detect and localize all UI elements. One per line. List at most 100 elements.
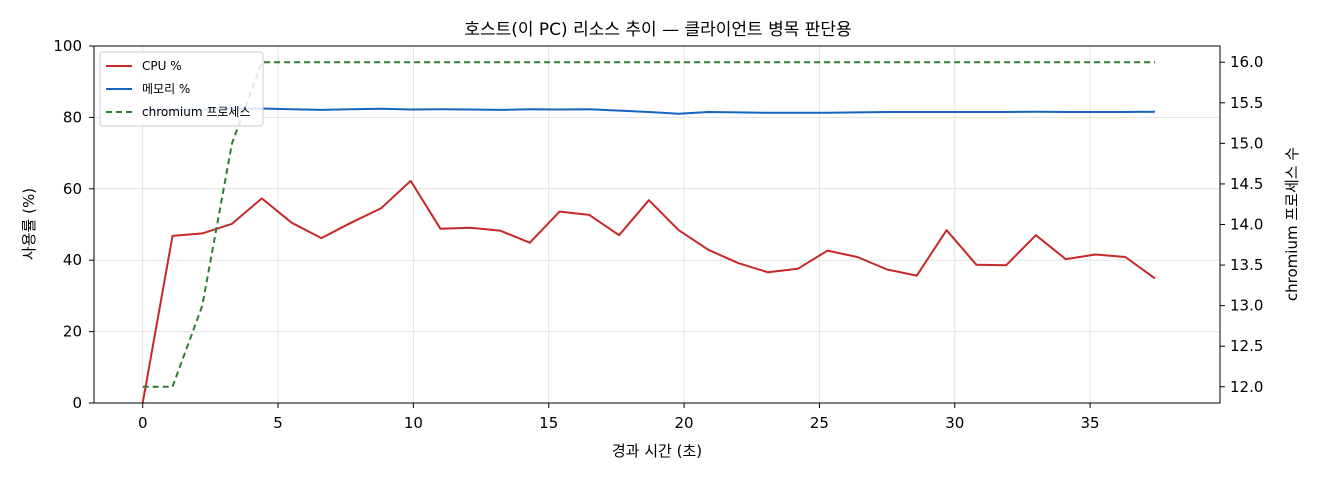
data-point (946, 61, 948, 63)
data-point (618, 110, 620, 112)
x-tick-label: 25 (810, 414, 829, 432)
y2-tick-label: 12.0 (1230, 378, 1263, 396)
data-point (291, 61, 293, 63)
data-point (1035, 111, 1037, 113)
y-axis-label: 사용률 (%) (20, 188, 38, 260)
x-tick-label: 0 (138, 414, 148, 432)
data-point (142, 386, 144, 388)
y2-tick-label: 16.0 (1230, 53, 1263, 71)
data-point (291, 108, 293, 110)
data-point (1124, 61, 1126, 63)
data-point (499, 109, 501, 111)
legend-item-label: CPU % (142, 59, 182, 73)
x-tick-label: 30 (945, 414, 964, 432)
data-point (559, 61, 561, 63)
data-point (469, 109, 471, 111)
data-point (469, 227, 471, 229)
x-tick-label: 35 (1081, 414, 1100, 432)
data-point (201, 233, 203, 235)
data-point (648, 111, 650, 113)
data-point (916, 111, 918, 113)
y-axis-left: 0 20 40 60 80 100 (53, 37, 94, 412)
data-point (1095, 111, 1097, 113)
y2-tick-label: 13.0 (1230, 297, 1263, 315)
data-point (648, 199, 650, 201)
data-point (737, 61, 739, 63)
data-point (1065, 61, 1067, 63)
data-point (1035, 234, 1037, 236)
y2-tick-label: 15.0 (1230, 134, 1263, 152)
data-point (678, 113, 680, 115)
data-point (797, 268, 799, 270)
data-point (350, 61, 352, 63)
data-point (797, 112, 799, 114)
y-tick-label: 20 (63, 323, 82, 341)
data-point (1005, 264, 1007, 266)
x-tick-label: 15 (539, 414, 558, 432)
legend: CPU % 메모리 % chromium 프로세스 (99, 51, 264, 127)
y-axis-right: 12.0 12.5 13.0 13.5 14.0 14.5 15.0 15.5 16.0 (1220, 53, 1263, 396)
data-point (321, 109, 323, 111)
data-point (856, 256, 858, 258)
y2-tick-label: 14.0 (1230, 216, 1263, 234)
data-point (499, 61, 501, 63)
data-point (261, 198, 263, 200)
data-point (1035, 61, 1037, 63)
data-point (380, 61, 382, 63)
x-axis: 0 5 10 15 20 25 30 35 (138, 403, 1100, 432)
chart-title: 호스트(이 PC) 리소스 추이 — 클라이언트 병목 판단용 (464, 20, 851, 40)
data-point (380, 108, 382, 110)
data-point (321, 237, 323, 239)
data-point (589, 214, 591, 216)
data-point (1095, 61, 1097, 63)
data-point (589, 108, 591, 110)
y2-axis-label: chromium 프로세스 수 (1283, 147, 1301, 301)
data-point (1154, 111, 1156, 113)
y-tick-label: 100 (53, 37, 82, 55)
data-point (469, 61, 471, 63)
data-point (1065, 258, 1067, 260)
data-point (350, 222, 352, 224)
data-point (1124, 256, 1126, 258)
y-tick-label: 0 (72, 394, 82, 412)
y-tick-label: 40 (63, 251, 82, 269)
data-point (321, 61, 323, 63)
data-point (767, 61, 769, 63)
data-point (827, 112, 829, 114)
data-point (499, 230, 501, 232)
data-point (827, 61, 829, 63)
data-point (1124, 111, 1126, 113)
data-point (559, 211, 561, 213)
data-point (291, 222, 293, 224)
data-point (827, 250, 829, 252)
series-lines (141, 61, 1156, 404)
data-point (410, 180, 412, 182)
data-point (231, 223, 233, 225)
data-point (856, 112, 858, 114)
data-point (976, 111, 978, 113)
x-tick-label: 20 (675, 414, 694, 432)
data-point (440, 61, 442, 63)
data-point (529, 242, 531, 244)
data-point (440, 228, 442, 230)
data-point (767, 272, 769, 274)
data-point (886, 61, 888, 63)
y2-tick-label: 14.5 (1230, 175, 1263, 193)
data-point (856, 61, 858, 63)
series-line-2 (142, 61, 1155, 388)
data-point (350, 108, 352, 110)
data-point (946, 111, 948, 113)
data-point (1154, 278, 1156, 280)
data-point (1095, 254, 1097, 256)
x-tick-label: 5 (273, 414, 283, 432)
data-point (737, 112, 739, 114)
data-point (976, 61, 978, 63)
y-tick-label: 80 (63, 108, 82, 126)
data-point (1154, 61, 1156, 63)
data-point (172, 235, 174, 237)
data-point (410, 109, 412, 111)
data-point (172, 386, 174, 388)
data-point (797, 61, 799, 63)
data-point (231, 143, 233, 145)
legend-box (99, 51, 264, 127)
